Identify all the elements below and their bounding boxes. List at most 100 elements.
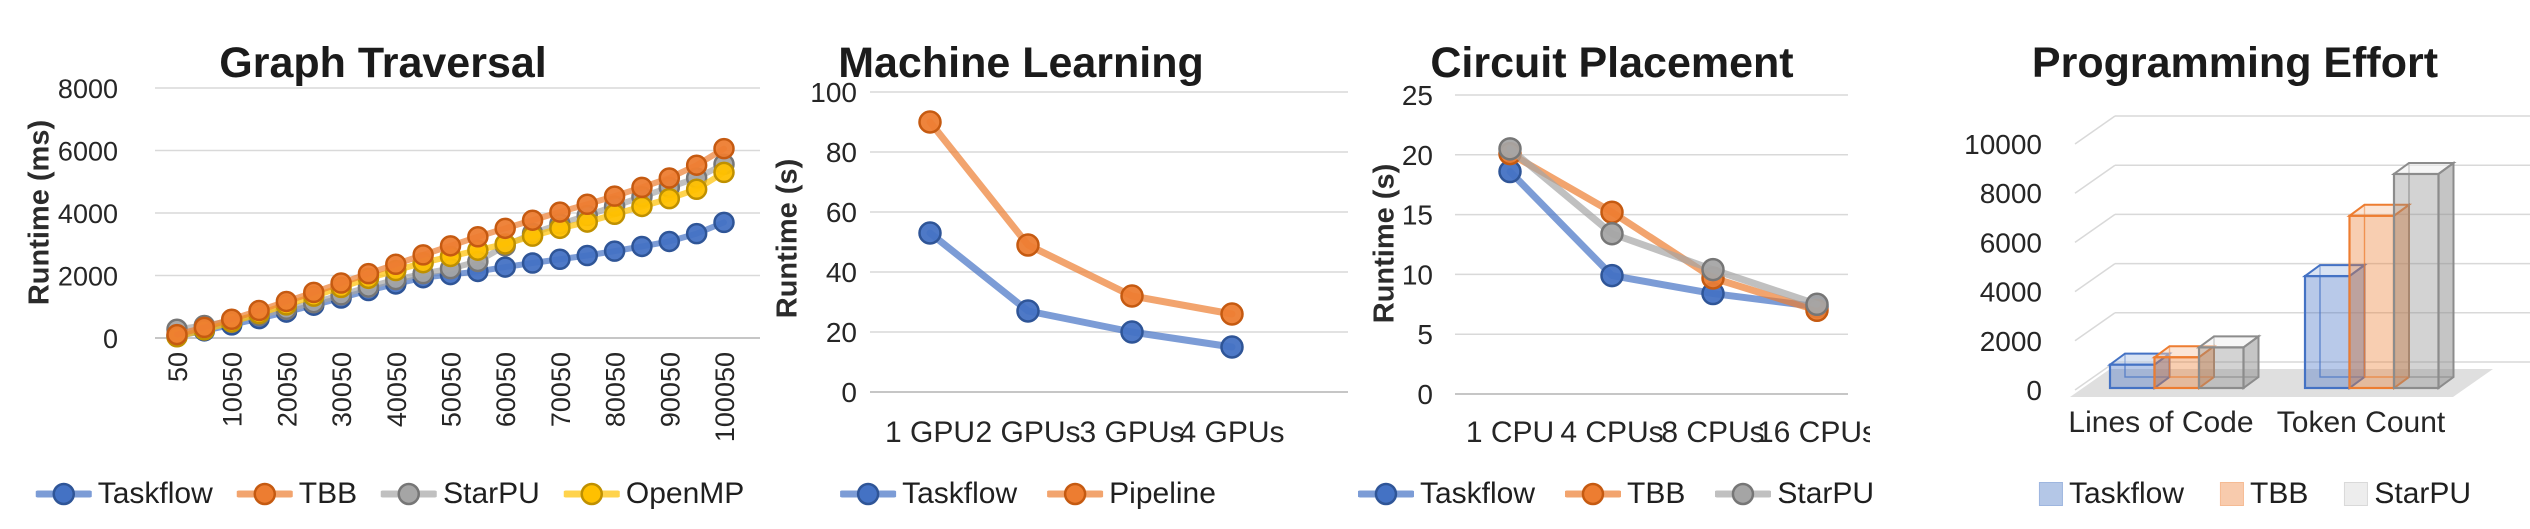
x-tick-label: 3 GPUs bbox=[1079, 416, 1184, 449]
y-tick-label: 2000 bbox=[58, 262, 118, 292]
data-point-tbb bbox=[166, 323, 188, 346]
chart-legend-graph-traversal: Taskflow TBB StarPU OpenMP bbox=[35, 472, 744, 516]
x-tick-label: 20050 bbox=[272, 352, 302, 427]
data-point-tbb bbox=[521, 209, 544, 231]
y-tick-label: 6000 bbox=[1980, 227, 2042, 258]
gridline-side-8000 bbox=[2074, 164, 2116, 194]
data-point-tbb bbox=[303, 281, 325, 304]
data-point-openmp bbox=[576, 211, 598, 233]
y-tick-label: 40 bbox=[826, 257, 857, 288]
data-point-taskflow bbox=[658, 230, 681, 253]
x-tick-label: 1 GPU bbox=[885, 416, 975, 449]
bar-taskflow-token-count bbox=[2301, 263, 2368, 390]
x-tick-label: 2 GPUs bbox=[975, 416, 1080, 449]
programming-effort-plot: 0 2000 4000 6000 8000 10000 Lines of Code Token… bbox=[1964, 115, 2530, 439]
data-point-pipeline bbox=[1016, 233, 1040, 257]
y-tick-label: 0 bbox=[841, 377, 857, 408]
chart-panel-programming-effort: Programming Effort 0 2000 4000 6000 8000 1000… bbox=[1870, 0, 2530, 529]
legend-line-marker-icon bbox=[1715, 482, 1772, 506]
series-taskflow bbox=[918, 221, 1244, 359]
data-point-tbb bbox=[631, 176, 653, 199]
gridline-side-0 bbox=[2074, 361, 2116, 391]
chart-title-machine-learning: Machine Learning bbox=[838, 38, 1204, 87]
legend-dot bbox=[253, 482, 277, 506]
y-tick-label: 5 bbox=[1417, 319, 1433, 350]
bar-side-face bbox=[2437, 161, 2455, 390]
legend-item-taskflow: Taskflow bbox=[2038, 477, 2184, 511]
x-tick-label: 100050 bbox=[710, 352, 740, 442]
legend-dot bbox=[1581, 482, 1605, 506]
legend-label: Taskflow bbox=[2068, 477, 2184, 510]
legend-label: Taskflow bbox=[1419, 477, 1535, 510]
chart-legend-circuit-placement: Taskflow TBB StarPU bbox=[1357, 472, 1874, 516]
data-point-taskflow bbox=[1120, 320, 1144, 344]
series-pipeline bbox=[918, 110, 1244, 326]
gridline-side-6000 bbox=[2074, 213, 2116, 244]
legend-item-tbb: TBB bbox=[1564, 477, 1686, 511]
data-point-tbb bbox=[603, 185, 626, 207]
chart-title-circuit-placement: Circuit Placement bbox=[1430, 38, 1794, 87]
data-point-tbb bbox=[220, 308, 243, 330]
legend-swatch-icon bbox=[2219, 482, 2244, 506]
legend-label: Pipeline bbox=[1109, 477, 1216, 510]
y-tick-label: 10 bbox=[1402, 259, 1433, 290]
y-tick-label: 4000 bbox=[58, 199, 118, 229]
y-tick-label: 0 bbox=[2026, 375, 2042, 406]
data-point-taskflow bbox=[1600, 263, 1624, 288]
legend-line-marker-icon bbox=[563, 482, 620, 506]
data-point-tbb bbox=[685, 154, 708, 176]
data-point-taskflow bbox=[494, 256, 516, 278]
data-point-tbb bbox=[357, 262, 380, 285]
legend-line-marker-icon bbox=[236, 482, 293, 506]
chart-panel-circuit-placement: Circuit Placement Runtime (s) 0 5 10 15 20 25… bbox=[1357, 0, 1874, 529]
legend-line-marker-icon bbox=[840, 482, 897, 506]
x-tick-label: 16 CPUs bbox=[1757, 416, 1870, 449]
data-point-tbb bbox=[576, 193, 598, 215]
series-tbb bbox=[166, 137, 735, 346]
x-tick-label: 8 CPUs bbox=[1661, 416, 1764, 449]
legend-line-marker-icon bbox=[1357, 482, 1414, 506]
data-point-taskflow bbox=[603, 240, 626, 262]
data-point-tbb bbox=[467, 226, 489, 248]
data-point-taskflow bbox=[918, 221, 942, 245]
y-tick-label: 25 bbox=[1402, 80, 1433, 111]
data-point-tbb bbox=[248, 299, 270, 322]
y-tick-label: 20 bbox=[826, 317, 857, 348]
bar-front-face bbox=[2197, 346, 2245, 390]
bar-starpu-token-count bbox=[2390, 161, 2457, 390]
x-tick-label: 80050 bbox=[601, 352, 631, 427]
x-tick-label: 10050 bbox=[218, 352, 248, 427]
gridlines bbox=[2074, 115, 2530, 391]
legend-line-marker-icon bbox=[381, 482, 438, 506]
data-point-openmp bbox=[685, 178, 708, 200]
x-tick-label: 90050 bbox=[655, 352, 685, 427]
bar-front-face bbox=[2348, 214, 2396, 390]
data-point-taskflow bbox=[631, 235, 653, 258]
y-axis-tick-labels: 0 20 40 60 80 100 bbox=[810, 77, 857, 408]
x-tick-label: 40050 bbox=[382, 352, 412, 427]
series-line-starpu bbox=[1506, 145, 1821, 308]
bar-starpu-lines-of-code bbox=[2195, 334, 2262, 390]
legend-item-pipeline: Pipeline bbox=[1047, 477, 1216, 511]
y-tick-label: 0 bbox=[1417, 379, 1433, 410]
gridline-side-10000 bbox=[2074, 115, 2116, 145]
series-line-tbb bbox=[1506, 150, 1821, 314]
legend-swatch-icon bbox=[2038, 482, 2063, 506]
x-tick-label: 4 GPUs bbox=[1179, 416, 1284, 449]
legend-item-starpu: StarPU bbox=[1715, 477, 1874, 511]
data-point-tbb bbox=[713, 137, 735, 160]
legend-item-starpu: StarPU bbox=[381, 477, 540, 511]
legend-label: TBB bbox=[1626, 477, 1686, 510]
data-point-openmp bbox=[658, 187, 681, 210]
x-tick-label: 4 CPUs bbox=[1560, 416, 1663, 449]
bar-tbb-lines-of-code bbox=[2151, 344, 2218, 390]
bar-front-face bbox=[2303, 274, 2351, 390]
data-point-taskflow bbox=[713, 211, 735, 234]
chart-panel-machine-learning: Machine Learning Runtime (s) 0 20 40 60 80 10… bbox=[770, 0, 1360, 529]
legend-item-openmp: OpenMP bbox=[563, 477, 744, 511]
data-point-tbb bbox=[275, 290, 298, 313]
